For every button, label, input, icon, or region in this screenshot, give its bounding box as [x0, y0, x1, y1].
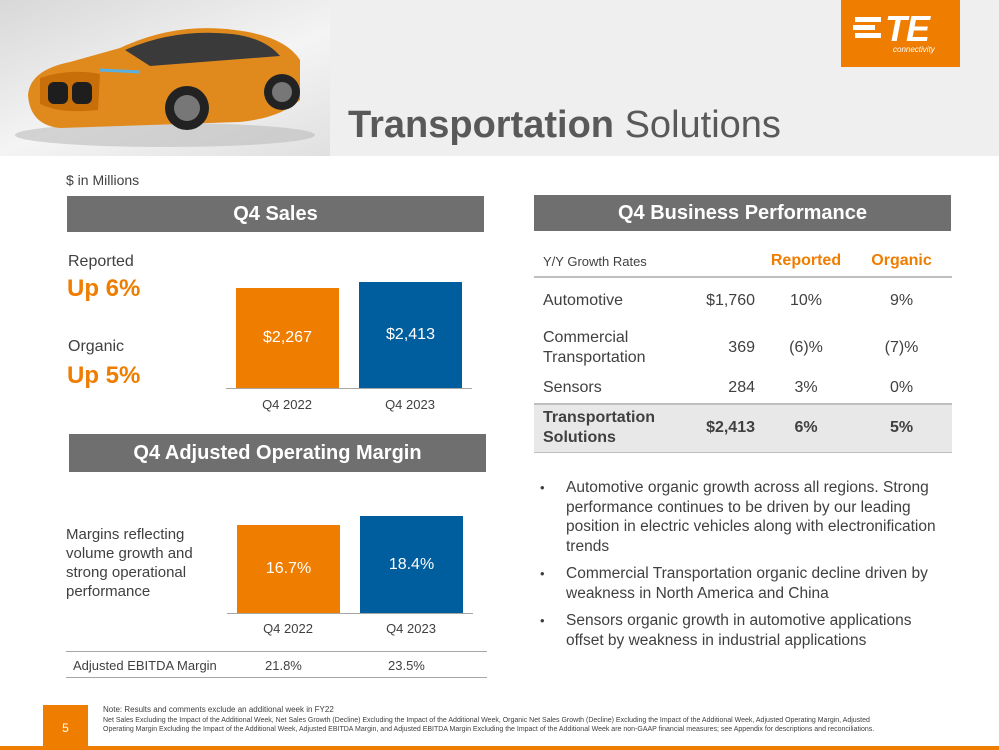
col-organic: Organic — [851, 246, 952, 278]
empty-header — [665, 246, 761, 278]
footer-legal: Net Sales Excluding the Impact of the Ad… — [103, 717, 875, 733]
margin-axis-label-2023: Q4 2023 — [386, 621, 436, 636]
business-performance-header: Q4 Business Performance — [534, 195, 951, 231]
ebitda-2022: 21.8% — [265, 658, 302, 673]
q4-margin-header: Q4 Adjusted Operating Margin — [69, 434, 486, 472]
sales-axis-label-2023: Q4 2023 — [385, 397, 435, 412]
car-illustration — [15, 28, 315, 147]
table-row: Sensors 284 3% 0% — [534, 373, 952, 404]
organic-value: Up 5% — [67, 362, 141, 389]
margin-bar-q4-2022: 16.7% — [237, 525, 340, 613]
total-reported: 6% — [761, 403, 851, 453]
q4-sales-header: Q4 Sales — [67, 196, 484, 232]
organic-label: Organic — [68, 338, 125, 355]
col-reported: Reported — [761, 246, 851, 278]
te-logo-mark-icon — [853, 17, 881, 38]
row-sales: $1,760 — [706, 291, 755, 309]
row-sales: 369 — [728, 339, 755, 356]
reported-value: Up 6% — [67, 275, 141, 302]
row-organic: 0% — [889, 379, 914, 396]
footer-note: Note: Results and comments exclude an ad… — [103, 705, 334, 714]
units-label: $ in Millions — [66, 172, 140, 188]
table-total-row: Transportation Solutions $2,413 6% 5% — [534, 403, 952, 453]
margin-bar-q4-2023: 18.4% — [360, 516, 463, 613]
sales-axis-label-2022: Q4 2022 — [262, 397, 312, 412]
bullet-icon: • — [540, 613, 545, 628]
table-header-row: Y/Y Growth Rates Reported Organic — [534, 246, 952, 278]
slide-title: Transportation Solutions — [348, 104, 781, 147]
business-performance-table: Y/Y Growth Rates Reported Organic Automo… — [534, 246, 952, 453]
sales-bar-q4-2023: $2,413 — [359, 282, 462, 388]
bullet-item: • Automotive organic growth across all re… — [538, 478, 950, 556]
ebitda-2023: 23.5% — [388, 658, 425, 673]
bullet-text: Sensors organic growth in automotive app… — [566, 612, 912, 649]
row-organic: (7)% — [884, 339, 919, 356]
bullet-text: Automotive organic growth across all reg… — [566, 479, 936, 555]
row-organic: 9% — [889, 291, 914, 309]
row-reported: 3% — [794, 379, 818, 396]
margin-axis-line — [227, 613, 473, 614]
commentary-bullets: • Automotive organic growth across all re… — [538, 478, 950, 658]
sales-axis-line — [226, 388, 472, 389]
row-reported: (6)% — [789, 339, 823, 356]
margin-axis-label-2022: Q4 2022 — [263, 621, 313, 636]
bullet-icon: • — [540, 480, 545, 495]
title-rest: Solutions — [614, 104, 781, 146]
te-connectivity-logo: TE connectivity — [841, 0, 960, 67]
bullet-item: • Commercial Transportation organic decli… — [538, 564, 950, 603]
row-name: Commercial Transportation — [543, 329, 646, 366]
row-name: Sensors — [543, 379, 602, 396]
bullet-text: Commercial Transportation organic declin… — [566, 565, 928, 602]
growth-rates-label: Y/Y Growth Rates — [534, 246, 665, 278]
logo-text: TE — [885, 8, 930, 49]
bullet-item: • Sensors organic growth in automotive ap… — [538, 611, 950, 650]
sales-bar-q4-2022: $2,267 — [236, 288, 339, 388]
table-row: Automotive $1,760 10% 9% — [534, 277, 952, 323]
ebitda-label: Adjusted EBITDA Margin — [73, 658, 217, 673]
reported-label: Reported — [68, 253, 134, 270]
car-photo — [0, 0, 330, 156]
bullet-icon: • — [540, 566, 545, 581]
margin-note: Margins reflecting volume growth and str… — [66, 526, 193, 600]
title-bold: Transportation — [348, 104, 615, 146]
page-number: 5 — [43, 705, 88, 750]
logo-subtext: connectivity — [893, 45, 935, 54]
row-name: Automotive — [543, 291, 624, 309]
total-organic: 5% — [851, 403, 952, 453]
total-sales: $2,413 — [665, 403, 761, 453]
ebitda-row: Adjusted EBITDA Margin 21.8% 23.5% — [66, 651, 487, 678]
total-name: Transportation Solutions — [534, 403, 665, 453]
row-reported: 10% — [789, 291, 823, 309]
bottom-accent-line — [0, 746, 999, 750]
table-row: Commercial Transportation 369 (6)% (7)% — [534, 323, 952, 373]
row-sales: 284 — [728, 379, 755, 396]
